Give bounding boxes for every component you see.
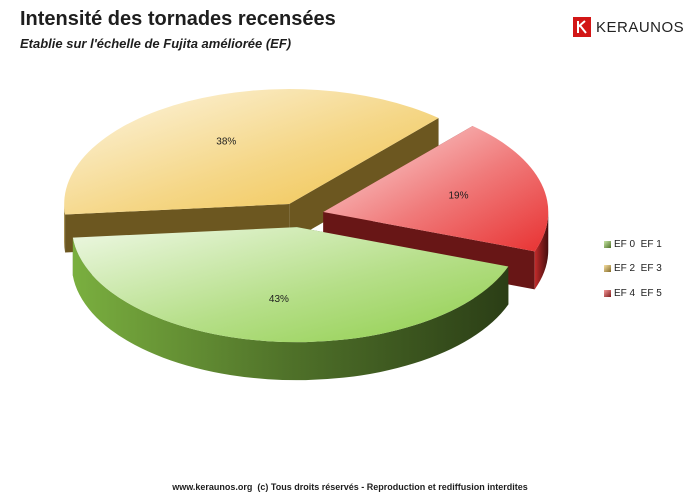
legend-item-ef2-ef3: EF 2 EF 3 [604, 263, 662, 275]
chart-legend: EF 0 EF 1 EF 2 EF 3 EF 4 EF 5 [604, 238, 662, 312]
pie-data-label: 38% [216, 136, 236, 147]
legend-label: EF 4 EF 5 [614, 287, 662, 299]
chart-subtitle: Etablie sur l'échelle de Fujita amélioré… [20, 36, 292, 51]
pie-slice [64, 89, 439, 215]
chart-title: Intensité des tornades recensées [20, 8, 336, 30]
pie-slice-side [72, 237, 509, 381]
keraunos-logo-icon [573, 17, 591, 37]
footer-copyright: www.keraunos.org (c) Tous droits réservé… [172, 482, 528, 492]
legend-label: EF 2 EF 3 [614, 263, 662, 274]
pie-slice-side [534, 211, 549, 290]
brand-name: KERAUNOS [596, 18, 685, 36]
legend-item-ef4-ef5: EF 4 EF 5 [604, 287, 662, 299]
pie-slice [72, 227, 509, 343]
pie-data-label: 19% [448, 191, 468, 202]
pie-data-label: 43% [269, 294, 289, 305]
brand: KERAUNOS [573, 17, 684, 37]
legend-item-ef0-ef1: EF 0 EF 1 [604, 238, 662, 250]
pie-slice [323, 125, 549, 252]
pie-slice-side [64, 204, 66, 253]
legend-swatch [604, 240, 611, 248]
legend-swatch [604, 289, 611, 297]
legend-swatch [604, 265, 611, 272]
legend-label: EF 0 EF 1 [614, 238, 662, 250]
